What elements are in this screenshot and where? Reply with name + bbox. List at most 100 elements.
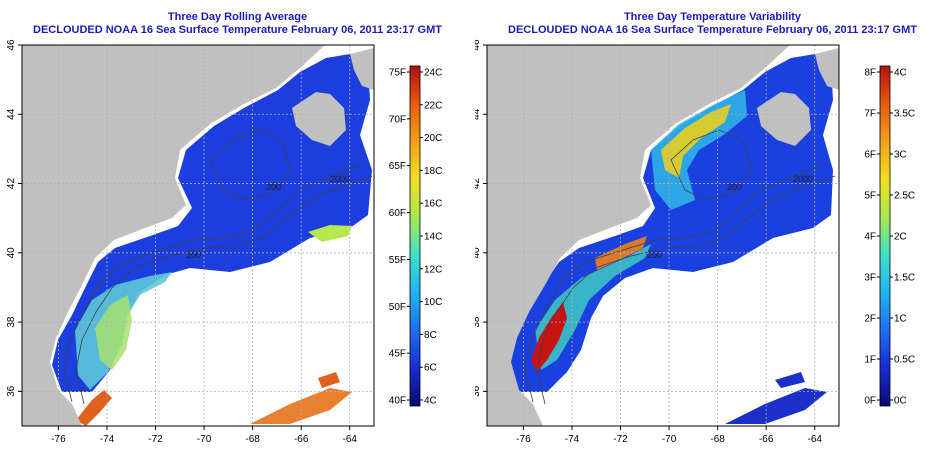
map-frame bbox=[21, 44, 375, 427]
colorbar-label: 0.5C bbox=[894, 355, 915, 366]
colorbar-label: 6F bbox=[864, 150, 876, 161]
lat-tick-label: 38 bbox=[475, 316, 482, 328]
lat-axis: 36 38 40 42 44 46 bbox=[6, 39, 22, 397]
land-mass bbox=[350, 48, 374, 90]
lat-tick-label: 44 bbox=[6, 108, 17, 120]
rolling-average-map-svg: 200 2000 200 -76 -74 -72 -70 -68 -66 -64 36 38 4… bbox=[6, 39, 442, 445]
contour-label: 200 bbox=[647, 250, 662, 260]
colorbar-label: 18C bbox=[424, 166, 442, 177]
lon-tick-label: -68 bbox=[245, 434, 260, 445]
contour-label: 200 bbox=[186, 250, 201, 260]
colorbar-label: 22C bbox=[424, 100, 442, 111]
colorbar-label: 45F bbox=[389, 349, 406, 360]
colorbar-label: 1F bbox=[864, 355, 876, 366]
lon-tick-label: -68 bbox=[710, 434, 725, 445]
lat-tick-label: 42 bbox=[475, 178, 482, 190]
colorbar-label: 60F bbox=[389, 208, 406, 219]
variability-panel: Three Day Temperature Variability DECLOU… bbox=[475, 0, 950, 475]
lon-tick-label: -74 bbox=[100, 434, 115, 445]
colorbar-label: 3F bbox=[864, 273, 876, 284]
colorbar-label: 8F bbox=[864, 68, 876, 79]
colorbar-label: 20C bbox=[424, 133, 442, 144]
lat-tick-label: 44 bbox=[475, 108, 482, 120]
colorbar-label: 0F bbox=[864, 396, 876, 407]
lon-tick-label: -76 bbox=[51, 434, 66, 445]
colorbar-label: 2C bbox=[894, 232, 907, 243]
colorbar-label: 10C bbox=[424, 297, 442, 308]
colorbar-label: 65F bbox=[389, 161, 406, 172]
colorbar-left-axis: 75F 70F 65F 60F 55F 50F 45F 40F bbox=[389, 68, 410, 407]
contour-label: 200 bbox=[266, 182, 281, 192]
panel-title: Three Day Rolling Average bbox=[167, 11, 308, 23]
lat-axis: 36 38 40 42 44 46 bbox=[475, 39, 487, 397]
lon-tick-label: -66 bbox=[759, 434, 774, 445]
sst-hot-patch bbox=[76, 390, 112, 426]
colorbar-label: 4F bbox=[864, 232, 876, 243]
colorbar-label: 2F bbox=[864, 314, 876, 325]
lon-tick-label: -76 bbox=[516, 434, 531, 445]
land-mass bbox=[757, 92, 811, 146]
lat-tick-label: 40 bbox=[6, 247, 17, 259]
colorbar-label: 6C bbox=[424, 363, 437, 374]
depth-contour bbox=[209, 129, 291, 201]
lon-tick-label: -74 bbox=[565, 434, 580, 445]
lon-tick-label: -72 bbox=[148, 434, 163, 445]
lon-tick-label: -70 bbox=[662, 434, 677, 445]
panel-subtitle: DECLOUDED NOAA 16 Sea Surface Temperatur… bbox=[33, 24, 442, 36]
land-mass bbox=[815, 48, 839, 90]
panel-title: Three Day Temperature Variability bbox=[623, 11, 802, 23]
map-content: 200 2000 200 bbox=[22, 45, 374, 426]
map-frame bbox=[486, 44, 840, 427]
colorbar-label: 3C bbox=[894, 150, 907, 161]
colorbar-label: 4C bbox=[424, 396, 437, 407]
variability-mid bbox=[535, 244, 651, 370]
colorbar-label: 1C bbox=[894, 314, 907, 325]
colorbar-label: 16C bbox=[424, 199, 442, 210]
lat-tick-label: 40 bbox=[475, 247, 482, 259]
colorbar-right-axis: 4C 3.5C 3C 2.5C 2C 1.5C 1C 0.5C 0C bbox=[890, 68, 915, 407]
colorbar-label: 75F bbox=[389, 68, 406, 79]
variability-low-patch bbox=[725, 388, 827, 424]
contour-label: 200 bbox=[727, 182, 742, 192]
lon-tick-label: -64 bbox=[342, 434, 357, 445]
colorbar-label: 3.5C bbox=[894, 109, 915, 120]
lon-axis: -76 -74 -72 -70 -68 -66 -64 bbox=[51, 426, 357, 445]
colorbar-label: 0C bbox=[894, 396, 907, 407]
sst-warm-core bbox=[95, 295, 132, 370]
depth-contour bbox=[75, 175, 373, 405]
colorbar-right-axis: 24C 22C 20C 18C 16C 14C 12C 10C 8C 6C 4C bbox=[420, 68, 442, 407]
lat-tick-label: 38 bbox=[6, 316, 17, 328]
sst-gulfstream-patch bbox=[308, 225, 352, 242]
colorbar-label: 40F bbox=[389, 396, 406, 407]
rolling-average-panel: Three Day Rolling Average DECLOUDED NOAA… bbox=[6, 11, 442, 445]
variability-low-patch bbox=[775, 372, 805, 388]
lat-tick-label: 36 bbox=[475, 385, 482, 397]
lat-tick-label: 36 bbox=[6, 385, 17, 397]
lon-tick-label: -66 bbox=[294, 434, 309, 445]
land-mass bbox=[292, 92, 346, 146]
colorbar-label: 24C bbox=[424, 68, 442, 79]
variability-high bbox=[661, 104, 731, 178]
sst-hot-patch bbox=[318, 372, 340, 388]
lon-tick-label: -72 bbox=[613, 434, 628, 445]
depth-contour bbox=[524, 163, 826, 403]
lon-tick-label: -64 bbox=[807, 434, 822, 445]
lat-tick-label: 46 bbox=[475, 39, 482, 51]
graticule bbox=[22, 44, 374, 426]
land-mass bbox=[22, 45, 325, 426]
lat-tick-label: 46 bbox=[6, 39, 17, 51]
colorbar-label: 4C bbox=[894, 68, 907, 79]
depth-contour bbox=[63, 163, 363, 403]
colorbar bbox=[879, 65, 891, 407]
colorbar-label: 12C bbox=[424, 264, 442, 275]
contour-label: 2000 bbox=[330, 174, 350, 184]
colorbar-label: 7F bbox=[864, 109, 876, 120]
land-mass bbox=[487, 45, 790, 426]
lon-axis: -76 -74 -72 -70 -68 -66 -64 bbox=[516, 426, 822, 445]
colorbar-left-axis: 8F 7F 6F 5F 4F 3F 2F 1F 0F bbox=[864, 68, 880, 407]
variability-map-svg: 200 2000 200 -76 -74 -72 -70 -68 -66 -64 36 38 4… bbox=[475, 39, 915, 445]
colorbar-label: 50F bbox=[389, 302, 406, 313]
colorbar-label: 14C bbox=[424, 232, 442, 243]
panel-subtitle: DECLOUDED NOAA 16 Sea Surface Temperatur… bbox=[508, 24, 917, 36]
depth-contour bbox=[670, 129, 752, 201]
